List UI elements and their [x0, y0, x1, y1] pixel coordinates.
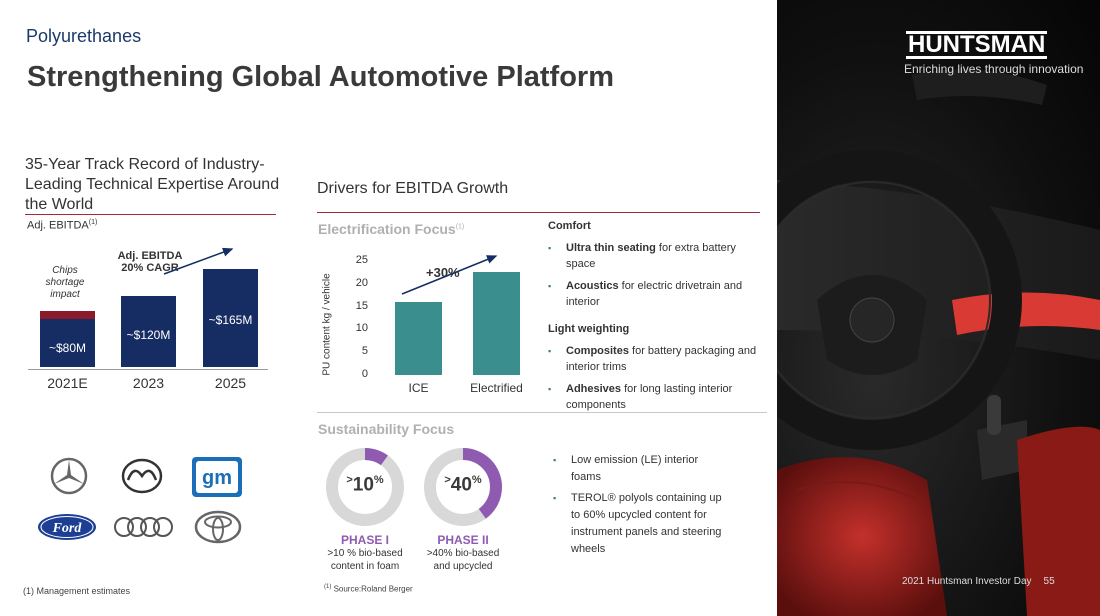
pu-ytick-label: 5	[361, 345, 368, 358]
bullet-item: TEROL® polyols containing up to 60% upcy…	[553, 490, 723, 558]
pu-ytick-label: 0	[361, 368, 368, 380]
phase-name: PHASE I	[340, 533, 389, 547]
drivers-heading: Drivers for EBITDA Growth	[317, 180, 509, 197]
car-interior-image: HUNTSMAN Enriching lives through innovat…	[777, 0, 1100, 616]
pu-category-label: ICE	[408, 381, 429, 395]
left-rule	[25, 214, 276, 215]
ebitda-category-label: 2025	[214, 375, 247, 391]
bullet-item: Low emission (LE) interior foams	[553, 452, 723, 486]
mazda-logo-icon	[121, 458, 163, 494]
light-weighting-title: Light weighting	[548, 323, 630, 335]
pu-bar	[395, 302, 442, 375]
drivers-rule	[317, 212, 760, 213]
bullet-item: Composites for battery packaging and int…	[548, 343, 763, 375]
audi-logo-icon	[114, 517, 173, 537]
source-note: (1) Source:Roland Berger	[324, 584, 413, 594]
section-label: Polyurethanes	[26, 26, 142, 46]
sustainability-list: Low emission (LE) interior foams TEROL® p…	[553, 452, 723, 562]
phase-donut	[326, 448, 404, 526]
footnote: (1) Management estimates	[23, 586, 131, 596]
donut-value: >10%	[346, 474, 384, 496]
ebitda-bar-label: ~$80M	[48, 340, 87, 355]
ebitda-bar	[121, 295, 176, 367]
ebitda-bar	[203, 269, 258, 367]
comfort-block: Comfort Ultra thin seating for extra bat…	[548, 220, 763, 419]
toyota-logo-icon	[194, 510, 242, 544]
mercedes-logo-icon	[50, 457, 88, 495]
electrification-title: Electrification Focus(1)	[318, 221, 465, 237]
ford-logo-icon: Ford	[38, 514, 96, 540]
car-interior-illustration	[777, 69, 1100, 616]
pu-ytick-label: 10	[355, 322, 368, 335]
huntsman-logo: HUNTSMAN	[906, 31, 1048, 59]
chips-shortage-segment	[40, 310, 95, 320]
page-title: Strengthening Global Automotive Platform	[27, 61, 614, 93]
pu-growth-arrow-icon	[401, 255, 498, 295]
ebitda-label: Adj. EBITDA(1)	[27, 219, 98, 232]
bullet-item: Ultra thin seating for extra battery spa…	[548, 240, 763, 272]
phase-description: >10 % bio-based content in foam	[327, 548, 403, 572]
light-weighting-list: Composites for battery packaging and int…	[548, 343, 763, 413]
ebitda-bar	[40, 319, 95, 367]
donut-fill	[326, 448, 404, 526]
pu-bar	[473, 272, 520, 375]
svg-text:Ford: Ford	[52, 521, 83, 536]
ebitda-category-label: 2021E	[47, 375, 88, 391]
cagr-annotation: Adj. EBITDA 20% CAGR	[117, 250, 183, 274]
ebitda-bar-label: ~$165M	[208, 313, 253, 328]
phase-description: >40% bio-based and upcycled	[426, 548, 500, 572]
ebitda-axis	[28, 369, 268, 370]
comfort-title: Comfort	[548, 220, 591, 232]
brand-tagline: Enriching lives through innovation	[904, 62, 1084, 76]
pu-ytick-label: 25	[355, 254, 368, 266]
bullet-item: Adhesives for long lasting interior comp…	[548, 381, 763, 413]
gm-logo-icon: gm	[192, 457, 242, 497]
bullet-item: Acoustics for electric drivetrain and in…	[548, 278, 763, 310]
chips-note: Chips shortage impact	[45, 265, 85, 300]
pu-ylabel: PU content kg / vehicle	[321, 273, 333, 376]
donut-fill	[424, 448, 502, 526]
ebitda-category-label: 2023	[132, 375, 165, 391]
pu-category-label: Electrified	[470, 381, 523, 395]
phase-donut	[424, 448, 502, 526]
svg-text:gm: gm	[202, 467, 232, 489]
ebitda-bar-label: ~$120M	[126, 327, 171, 342]
donut-value: >40%	[444, 474, 482, 496]
growth-arrow-icon	[163, 247, 234, 275]
pu-growth-label: +30%	[426, 265, 460, 280]
event-footer: 2021 Huntsman Investor Day 55	[902, 576, 1055, 587]
track-record-heading: 35-Year Track Record of Industry-Leading…	[25, 156, 280, 213]
phase-name: PHASE II	[437, 533, 489, 547]
pu-ytick-label: 15	[355, 299, 368, 312]
comfort-list: Ultra thin seating for extra battery spa…	[548, 240, 763, 310]
sustainability-title: Sustainability Focus	[318, 421, 455, 437]
pu-ytick-label: 20	[355, 276, 368, 289]
mid-divider	[317, 412, 767, 413]
